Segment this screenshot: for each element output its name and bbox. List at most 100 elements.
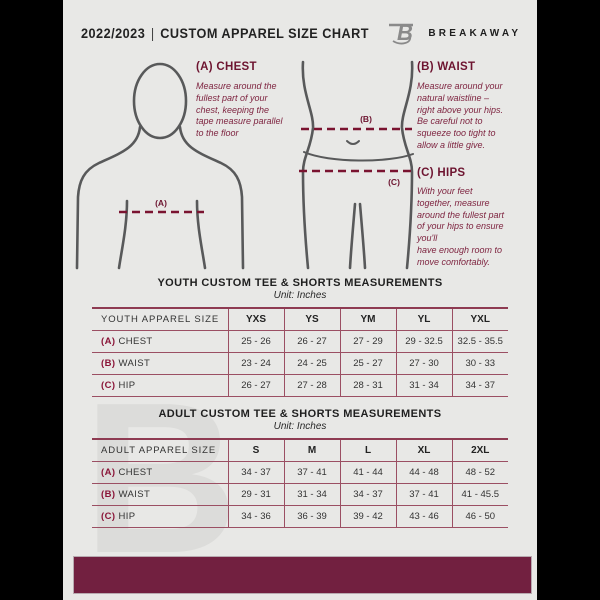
- adult-header-cell: M: [283, 439, 340, 462]
- size-value-cell: 30 - 33: [451, 352, 508, 375]
- youth-header-cell: YXL: [451, 308, 508, 331]
- size-chart-page: 2022/2023 | CUSTOM APPAREL SIZE CHART B BR…: [63, 0, 537, 600]
- adult-table-unit: Unit: Inches: [273, 421, 327, 432]
- size-value-cell: 25 - 27: [339, 352, 396, 375]
- marker-c-label: (C): [388, 177, 400, 187]
- title-text: CUSTOM APPAREL SIZE CHART: [160, 25, 369, 41]
- row-name: HIP: [118, 380, 136, 391]
- youth-header-cell: YM: [339, 308, 396, 331]
- brand-block: B BREAKAWAY: [387, 20, 521, 46]
- torso-figure-outline: [75, 62, 245, 270]
- row-key: (B): [101, 358, 116, 369]
- size-value-cell: 26 - 27: [227, 374, 284, 397]
- lower-body-figure-outline: [301, 60, 414, 270]
- adult-chest-row: (A) CHEST 34 - 37 37 - 41 41 - 44 44 - 4…: [92, 461, 508, 484]
- adult-waist-row: (B) WAIST 29 - 31 31 - 34 34 - 37 37 - 4…: [92, 483, 508, 506]
- row-label-cell: (B) WAIST: [92, 484, 228, 506]
- measurement-diagram: (A) (B) (C): [75, 60, 415, 270]
- row-label-cell: (A) CHEST: [92, 462, 228, 484]
- size-value-cell: 29 - 31: [227, 483, 284, 506]
- marker-a-label: (A): [155, 198, 167, 208]
- row-name: CHEST: [118, 336, 153, 347]
- row-name: CHEST: [118, 467, 153, 478]
- adult-header-cell: ADULT APPAREL SIZE: [101, 445, 217, 456]
- breakaway-logo-icon: B: [389, 20, 414, 45]
- youth-size-table: YOUTH APPAREL SIZE YXS YS YM YL YXL (A) …: [92, 307, 508, 397]
- size-value-cell: 41 - 44: [339, 461, 396, 484]
- row-name: WAIST: [118, 358, 151, 369]
- row-key: (C): [101, 380, 116, 391]
- title-year: 2022/2023: [81, 25, 146, 41]
- adult-header-cell: L: [339, 439, 396, 462]
- size-value-cell: 27 - 29: [339, 330, 396, 353]
- footer-bar: [73, 556, 532, 594]
- youth-section: YOUTH CUSTOM TEE & SHORTS MEASUREMENTS U…: [92, 277, 508, 397]
- size-value-cell: 34 - 36: [227, 505, 284, 528]
- youth-hip-row: (C) HIP 26 - 27 27 - 28 28 - 31 31 - 34 …: [92, 374, 508, 397]
- size-value-cell: 36 - 39: [283, 505, 340, 528]
- size-value-cell: 23 - 24: [227, 352, 284, 375]
- size-value-cell: 27 - 28: [283, 374, 340, 397]
- chest-guide-heading: (A) CHEST: [196, 61, 257, 73]
- adult-header-cell: S: [227, 439, 284, 462]
- youth-header-cell: YXS: [227, 308, 284, 331]
- waist-guide-heading: (B) WAIST: [417, 61, 476, 73]
- adult-hip-row: (C) HIP 34 - 36 36 - 39 39 - 42 43 - 46 …: [92, 505, 508, 528]
- youth-table-unit: Unit: Inches: [273, 290, 327, 301]
- size-value-cell: 39 - 42: [339, 505, 396, 528]
- size-value-cell: 26 - 27: [283, 330, 340, 353]
- row-label-cell: (A) CHEST: [92, 331, 228, 353]
- hips-guide-heading: (C) HIPS: [417, 167, 466, 179]
- marker-b-label: (B): [360, 114, 372, 124]
- youth-header-cell: YL: [395, 308, 452, 331]
- row-label-cell: (C) HIP: [92, 506, 228, 528]
- waist-guide-text: Measure around your natural waistline – …: [417, 81, 504, 150]
- adult-header-cell: XL: [395, 439, 452, 462]
- youth-chest-row: (A) CHEST 25 - 26 26 - 27 27 - 29 29 - 3…: [92, 330, 508, 353]
- size-value-cell: 34 - 37: [227, 461, 284, 484]
- measurement-lines: [119, 127, 415, 214]
- adult-header-row: ADULT APPAREL SIZE S M L XL 2XL: [92, 439, 508, 462]
- page-header: 2022/2023 | CUSTOM APPAREL SIZE CHART B BR…: [63, 16, 537, 50]
- size-value-cell: 41 - 45.5: [451, 483, 508, 506]
- size-value-cell: 46 - 50: [451, 505, 508, 528]
- size-value-cell: 27 - 30: [395, 352, 452, 375]
- svg-text:B: B: [397, 20, 413, 45]
- size-value-cell: 25 - 26: [227, 330, 284, 353]
- size-value-cell: 34 - 37: [451, 374, 508, 397]
- size-value-cell: 32.5 - 35.5: [451, 330, 508, 353]
- adult-size-table: ADULT APPAREL SIZE S M L XL 2XL (A) CHES…: [92, 438, 508, 528]
- size-value-cell: 37 - 41: [395, 483, 452, 506]
- youth-header-row: YOUTH APPAREL SIZE YXS YS YM YL YXL: [92, 308, 508, 331]
- youth-table-title: YOUTH CUSTOM TEE & SHORTS MEASUREMENTS: [157, 277, 443, 289]
- row-name: HIP: [118, 511, 136, 522]
- size-value-cell: 29 - 32.5: [395, 330, 452, 353]
- youth-waist-row: (B) WAIST 23 - 24 24 - 25 25 - 27 27 - 3…: [92, 352, 508, 375]
- brand-name: BREAKAWAY: [428, 27, 522, 39]
- title-divider: |: [150, 25, 155, 41]
- row-label-cell: (C) HIP: [92, 375, 228, 397]
- size-value-cell: 31 - 34: [283, 483, 340, 506]
- hips-guide-text: With your feet together, measure around …: [417, 186, 505, 267]
- adult-header-cell: 2XL: [451, 439, 508, 462]
- size-value-cell: 37 - 41: [283, 461, 340, 484]
- adult-section: ADULT CUSTOM TEE & SHORTS MEASUREMENTS U…: [92, 408, 508, 528]
- size-value-cell: 28 - 31: [339, 374, 396, 397]
- size-value-cell: 24 - 25: [283, 352, 340, 375]
- size-value-cell: 31 - 34: [395, 374, 452, 397]
- size-value-cell: 34 - 37: [339, 483, 396, 506]
- size-value-cell: 43 - 46: [395, 505, 452, 528]
- page-title: 2022/2023 | CUSTOM APPAREL SIZE CHART: [81, 26, 369, 41]
- row-key: (A): [101, 336, 116, 347]
- row-label-cell: (B) WAIST: [92, 353, 228, 375]
- size-value-cell: 48 - 52: [451, 461, 508, 484]
- row-key: (B): [101, 489, 116, 500]
- size-value-cell: 44 - 48: [395, 461, 452, 484]
- chest-guide-text: Measure around the fullest part of your …: [196, 81, 283, 139]
- adult-table-title: ADULT CUSTOM TEE & SHORTS MEASUREMENTS: [158, 408, 442, 420]
- row-key: (C): [101, 511, 116, 522]
- row-key: (A): [101, 467, 116, 478]
- row-name: WAIST: [118, 489, 151, 500]
- youth-header-cell: YOUTH APPAREL SIZE: [101, 314, 220, 325]
- watermark-b: B: [83, 357, 239, 598]
